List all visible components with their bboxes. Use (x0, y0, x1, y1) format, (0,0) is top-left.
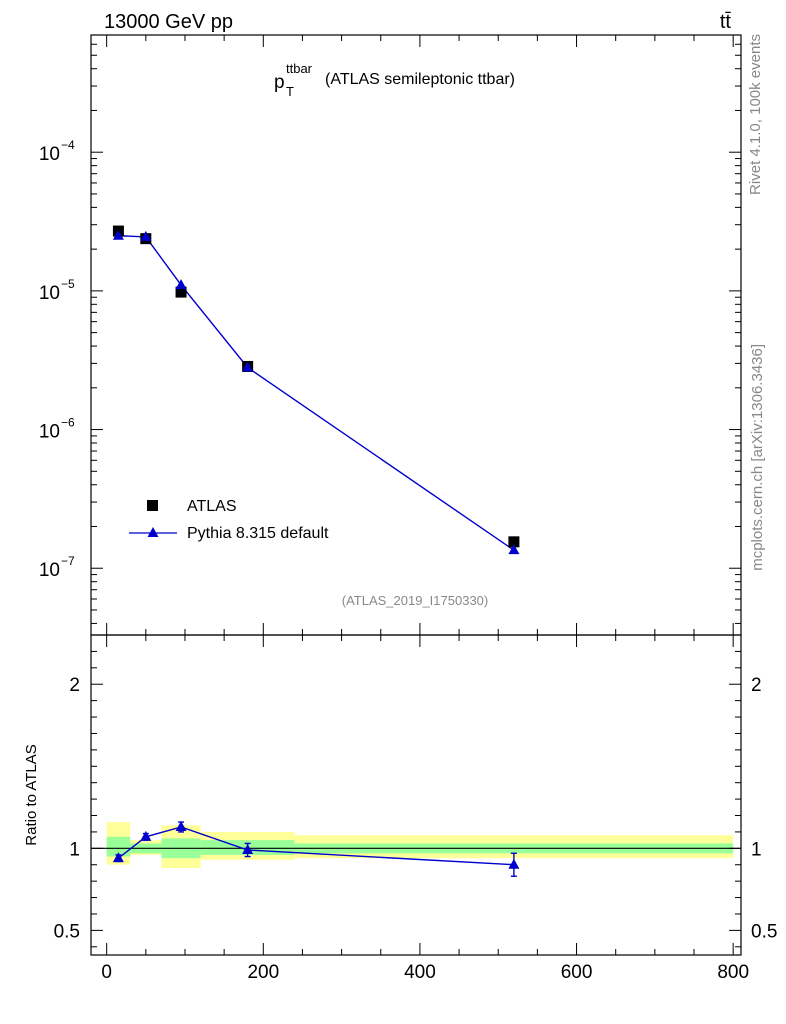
ratio-y-tick-label-right: 2 (751, 675, 762, 696)
main-plot-panel: 10−710−610−510−4 p T ttbar (ATLAS semile… (39, 34, 742, 636)
pythia-point (175, 279, 187, 290)
ratio-point (508, 858, 520, 869)
x-tick-labels: 0 200 400 600 800 (101, 962, 749, 983)
y-tick-label-exponent: −4 (61, 138, 75, 152)
ratio-y-tick-labels: 0.5 0.5 1 1 2 2 (54, 675, 778, 942)
y-tick-label-exponent: −7 (61, 554, 75, 568)
legend-pythia-label: Pythia 8.315 default (187, 525, 329, 542)
ratio-y-tick-label: 1 (69, 839, 80, 860)
ratio-point (242, 843, 254, 854)
main-plot-y-tick-labels: 10−710−610−510−4 (39, 138, 75, 581)
pythia-line (118, 235, 515, 551)
pythia-point (112, 229, 124, 240)
source-label: mcplots.cern.ch [arXiv:1306.3436] (749, 344, 766, 571)
energy-label: 13000 GeV pp (104, 11, 233, 33)
ratio-y-axis-label: Ratio to ATLAS (23, 744, 40, 845)
pythia-point (242, 361, 254, 372)
y-tick-label-base: 10 (39, 144, 60, 165)
y-tick-label-exponent: −5 (61, 277, 75, 291)
atlas-point (508, 536, 520, 548)
ratio-y-tick-label-right: 1 (751, 839, 762, 860)
legend: ATLAS Pythia 8.315 default (129, 498, 329, 542)
pythia-point (508, 544, 520, 555)
plot-title-subscript: T (286, 84, 294, 99)
band-inner (106, 836, 131, 857)
ratio-series (112, 821, 520, 877)
process-label: tt̄ (720, 11, 732, 33)
ratio-point (175, 821, 187, 831)
x-tick-label: 400 (404, 962, 436, 983)
main-plot-frame (90, 34, 742, 636)
x-tick-label: 800 (717, 962, 749, 983)
y-tick-label-base: 10 (39, 283, 60, 304)
ratio-y-tick-label-right: 0.5 (751, 921, 777, 942)
ratio-plot-frame (90, 634, 742, 956)
ratio-y-tick-label: 0.5 (54, 921, 80, 942)
x-tick-label: 0 (101, 962, 112, 983)
y-tick-label-base: 10 (39, 422, 60, 443)
y-tick-label-exponent: −6 (61, 416, 75, 430)
ratio-point (112, 852, 124, 863)
ratio-point (140, 830, 152, 841)
main-plot-series (112, 225, 520, 555)
x-tick-label: 600 (561, 962, 593, 983)
pythia-point (140, 230, 152, 241)
x-tick-label: 200 (247, 962, 279, 983)
main-plot-ticks (91, 34, 741, 635)
ratio-uncertainty-bands (106, 822, 734, 869)
atlas-point (175, 286, 187, 298)
plot-title-p: p (274, 72, 285, 93)
legend-atlas-label: ATLAS (187, 498, 237, 515)
plot-title-text: (ATLAS semileptonic ttbar) (325, 71, 515, 88)
y-tick-label-base: 10 (39, 560, 60, 581)
ratio-plot-ticks (91, 635, 741, 955)
legend-pythia-marker (147, 527, 159, 537)
analysis-label: (ATLAS_2019_I1750330) (342, 593, 488, 608)
plot-title-superscript: ttbar (286, 61, 313, 76)
ratio-y-tick-label: 2 (69, 675, 80, 696)
ratio-panel: 0.5 0.5 1 1 2 2 0 200 400 600 800 Ratio to ATLAS (23, 634, 778, 983)
legend-atlas-marker (147, 500, 158, 511)
rivet-version-label: Rivet 4.1.0, 100k events (747, 34, 764, 195)
